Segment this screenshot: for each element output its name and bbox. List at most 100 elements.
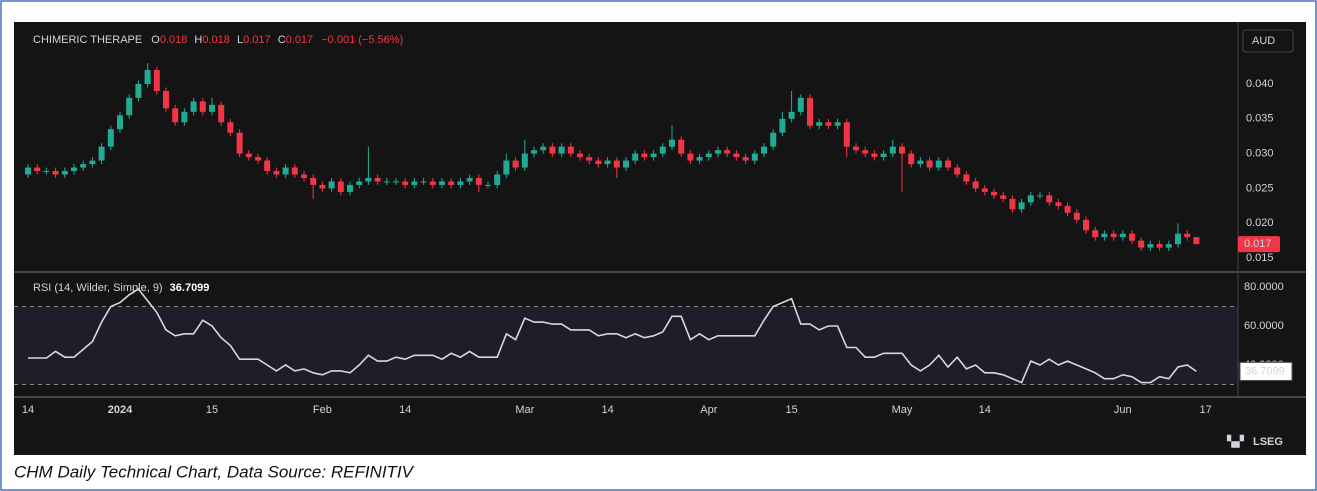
candle-body [549,146,556,154]
candle-body [163,90,169,109]
candle-body [291,167,298,175]
candle-body [908,153,915,165]
candle-body [742,157,749,161]
candle-body [567,146,574,154]
candle-body [1129,233,1135,241]
candle-body [89,160,96,165]
candle-body [347,184,353,192]
candle-body [1101,233,1108,238]
candle-body [641,153,648,158]
candle-body [613,160,620,168]
candle-body [218,104,225,123]
rsi-title: RSI (14, Wilder, Simple, 9) 36.7099 [33,282,209,294]
candle-body [1175,233,1181,245]
x-tick-label: Feb [313,404,332,416]
candle-body [383,181,390,183]
candle-body [788,111,795,119]
x-tick-label: Mar [515,404,534,416]
candle-body [337,181,344,192]
legend-label: O [151,34,160,46]
x-tick-label: 14 [979,404,991,416]
x-tick-label: 2024 [108,404,133,416]
candle-body [1138,240,1145,248]
candle-body [411,181,418,185]
candle-body [310,177,317,185]
candle-body [816,122,823,126]
candle-body [981,188,988,192]
rsi-badge-label: 36.7099 [1245,365,1285,377]
rsi-badge [1239,361,1293,381]
candle-body [512,160,519,168]
legend-value: 0.017 [243,34,271,46]
y-tick-label: 0.035 [1246,113,1274,125]
candle-body [761,146,767,154]
candle-body [1018,202,1025,210]
candle-body [301,174,307,178]
candle-body [448,181,455,185]
candle-body [531,150,537,154]
candle-body [1000,195,1007,199]
candle-body [705,153,712,158]
candle-body [797,97,804,112]
caption: CHM Daily Technical Chart, Data Source: … [14,462,415,481]
candle-body [98,146,105,161]
legend-value: 0.018 [202,34,230,46]
candle-body [843,122,850,147]
candle-body [623,160,629,168]
candle-body [972,181,979,189]
candle-body [503,160,510,175]
candle-body [687,153,694,161]
logo-group: ▚▞ LSEG [1226,434,1283,448]
currency-box[interactable] [1242,29,1294,53]
candle-body [144,70,151,84]
candle-body [678,139,685,154]
candle-body [1055,202,1062,206]
candle-body [1184,233,1191,238]
candle-body [80,164,87,168]
candle-body [1156,244,1163,248]
candle-body [1147,244,1154,248]
x-tick-label: 17 [1199,404,1211,416]
candle-body [604,160,611,165]
candle-body [899,146,905,154]
legend-label: C [278,34,286,46]
candle-body [420,181,427,183]
y-tick-label: 80.0000 [1244,281,1284,293]
candle-body [659,146,666,154]
candle-body [227,122,234,133]
candle-body [365,177,372,182]
rsi-label: RSI (14, Wilder, Simple, 9) [33,282,163,294]
candle-body [107,129,114,147]
candle-body [475,177,482,185]
candle-body [853,146,859,151]
candle-body [991,191,997,196]
candle-body [917,160,924,165]
candle-body [356,181,363,185]
x-tick-label: 14 [22,404,34,416]
chart-bg [14,22,1306,455]
candle-body [1165,244,1172,248]
candle-body [862,150,869,154]
candle-body [236,132,243,154]
candle-body [880,153,887,158]
candle-body [319,184,326,189]
candle-body [439,181,445,185]
candle-body [696,157,703,161]
legend-label: H [194,34,202,46]
candle-body [926,160,933,168]
candle-body [245,153,252,158]
candle-body [181,111,188,123]
rsi-value: 36.7099 [170,282,210,294]
candle-body [485,184,491,186]
x-tick-label: May [892,404,913,416]
candle-body [494,174,501,185]
candle-body [1073,212,1080,220]
candle-body [1046,195,1053,203]
candle-body [52,171,59,175]
candle-body [1037,195,1043,197]
y-tick-label: 0.025 [1246,182,1274,194]
candle-body [595,160,602,165]
candle-body [586,157,593,161]
